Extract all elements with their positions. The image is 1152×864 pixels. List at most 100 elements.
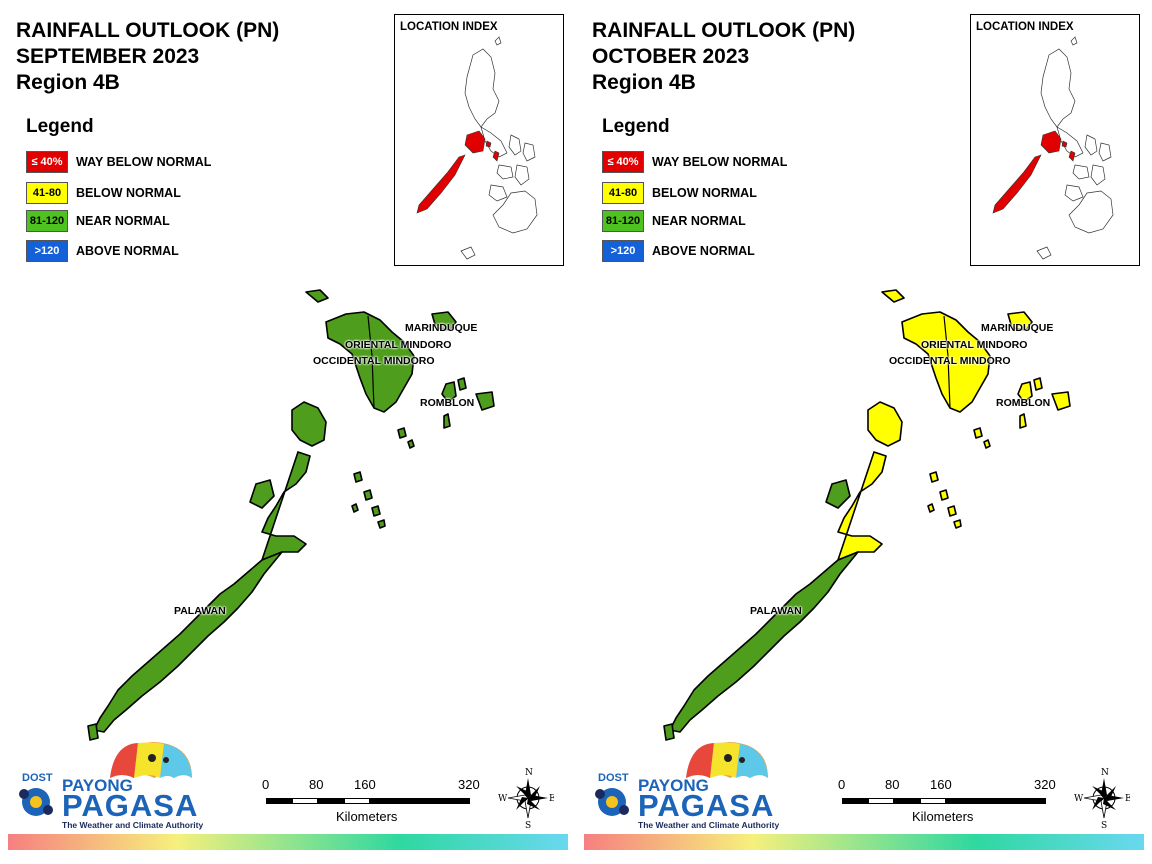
title-month: OCTOBER 2023 <box>592 45 750 68</box>
title-line-1: RAINFALL OUTLOOK (PN) <box>592 19 856 42</box>
legend-title: Legend <box>26 116 94 137</box>
label-palawan: PALAWAN <box>174 605 226 617</box>
title-region: Region 4B <box>592 71 696 94</box>
footer-color-strip <box>8 834 568 850</box>
legend-swatch: >120 <box>26 240 68 262</box>
compass-east: E <box>549 794 554 804</box>
compass-east: E <box>1125 794 1130 804</box>
legend-swatch: 41-80 <box>602 182 644 204</box>
legend-item-near-normal: 81-120 NEAR NORMAL <box>602 209 746 233</box>
region-4b-map <box>87 289 495 741</box>
scale-tick-160: 160 <box>930 777 952 792</box>
label-marinduque: MARINDUQUE <box>405 322 478 334</box>
palawan-south <box>669 551 859 733</box>
philippines-outline-map <box>992 36 1114 260</box>
legend-swatch: 41-80 <box>26 182 68 204</box>
legend-swatch: ≤ 40% <box>26 151 68 173</box>
legend-label: WAY BELOW NORMAL <box>76 155 212 169</box>
payong-wordmark: PAYONG <box>638 776 709 795</box>
label-oriental-mindoro: ORIENTAL MINDORO <box>345 339 452 351</box>
scale-tick-160: 160 <box>354 777 376 792</box>
legend-swatch: 81-120 <box>26 210 68 232</box>
logo-tagline: The Weather and Climate Authority <box>62 820 204 830</box>
compass-south: S <box>1101 821 1107 830</box>
scale-tick-0: 0 <box>262 777 270 792</box>
scale-segment <box>894 798 920 804</box>
philippines-outline-map <box>416 36 538 260</box>
legend-item-above-normal: >120 ABOVE NORMAL <box>26 239 179 263</box>
legend-label: ABOVE NORMAL <box>652 244 755 258</box>
region-4b-highlight <box>416 130 500 214</box>
label-romblon: ROMBLON <box>996 397 1051 409</box>
scale-tick-0: 0 <box>838 777 846 792</box>
map-title: RAINFALL OUTLOOK (PN) OCTOBER 2023 Regio… <box>592 18 855 96</box>
compass-rose-icon: N S E W <box>498 766 556 831</box>
scale-segment <box>842 798 868 804</box>
pagasa-wordmark: PAGASA <box>638 788 775 823</box>
label-occidental-mindoro: OCCIDENTAL MINDORO <box>313 355 435 367</box>
scale-bar: 0 80 160 320 Kilometers <box>838 777 1068 827</box>
scale-units: Kilometers <box>336 809 398 824</box>
palawan-north <box>837 451 887 561</box>
palawan-north <box>261 451 311 561</box>
legend-item-below-normal: 41-80 BELOW NORMAL <box>602 181 757 205</box>
scale-segment <box>370 798 470 804</box>
pagasa-wordmark: PAGASA <box>62 788 199 823</box>
scale-segment <box>318 798 344 804</box>
compass-south: S <box>525 821 531 830</box>
legend-label: BELOW NORMAL <box>76 186 181 200</box>
marinduque-island <box>1007 311 1033 331</box>
legend-item-near-normal: 81-120 NEAR NORMAL <box>26 209 170 233</box>
scale-units: Kilometers <box>912 809 974 824</box>
label-palawan: PALAWAN <box>750 605 802 617</box>
compass-north: N <box>525 768 533 778</box>
mindoro-island <box>901 311 991 413</box>
footer-color-strip <box>584 834 1144 850</box>
location-index-title: LOCATION INDEX <box>976 21 1074 33</box>
payong-wordmark: PAYONG <box>62 776 133 795</box>
pagasa-logo: DOST PAYONG PAGASA The Weather and Clima… <box>590 738 780 834</box>
legend-item-above-normal: >120 ABOVE NORMAL <box>602 239 755 263</box>
umbrella-logo-graphic <box>19 742 192 816</box>
legend-swatch: ≤ 40% <box>602 151 644 173</box>
calamian-islands <box>291 401 327 447</box>
label-occidental-mindoro: OCCIDENTAL MINDORO <box>889 355 1011 367</box>
dost-wordmark: DOST <box>598 772 629 784</box>
mindoro-island <box>325 311 415 413</box>
calamian-islands <box>867 401 903 447</box>
scale-segment <box>266 798 292 804</box>
legend-label: NEAR NORMAL <box>652 214 746 228</box>
umbrella-logo-graphic <box>595 742 768 816</box>
title-region: Region 4B <box>16 71 120 94</box>
romblon-islands <box>1051 391 1071 411</box>
legend-label: WAY BELOW NORMAL <box>652 155 788 169</box>
region-4b-highlight <box>992 130 1076 214</box>
legend-title: Legend <box>602 116 670 137</box>
compass-west: W <box>498 794 508 804</box>
location-index-inset: LOCATION INDEX <box>970 14 1140 266</box>
marinduque-island <box>431 311 457 331</box>
legend-swatch: >120 <box>602 240 644 262</box>
legend-label: ABOVE NORMAL <box>76 244 179 258</box>
legend-item-way-below-normal: ≤ 40% WAY BELOW NORMAL <box>26 150 211 174</box>
scale-tick-320: 320 <box>1034 777 1056 792</box>
scale-segment <box>344 798 370 804</box>
legend-item-below-normal: 41-80 BELOW NORMAL <box>26 181 181 205</box>
scale-tick-80: 80 <box>885 777 900 792</box>
title-line-1: RAINFALL OUTLOOK (PN) <box>16 19 280 42</box>
scale-segment <box>292 798 318 804</box>
pagasa-logo: DOST PAYONG PAGASA The Weather and Clima… <box>14 738 204 834</box>
label-romblon: ROMBLON <box>420 397 475 409</box>
label-marinduque: MARINDUQUE <box>981 322 1054 334</box>
legend-item-way-below-normal: ≤ 40% WAY BELOW NORMAL <box>602 150 787 174</box>
region-4b-map <box>663 289 1071 741</box>
location-index-inset: LOCATION INDEX <box>394 14 564 266</box>
outlook-panel-september: RAINFALL OUTLOOK (PN) SEPTEMBER 2023 Reg… <box>8 14 568 850</box>
compass-west: W <box>1074 794 1084 804</box>
scale-segment <box>868 798 894 804</box>
scale-tick-80: 80 <box>309 777 324 792</box>
compass-rose-icon: N S E W <box>1074 766 1132 831</box>
outlook-panel-october: RAINFALL OUTLOOK (PN) OCTOBER 2023 Regio… <box>576 0 1152 864</box>
romblon-islands <box>475 391 495 411</box>
title-month: SEPTEMBER 2023 <box>16 45 200 68</box>
